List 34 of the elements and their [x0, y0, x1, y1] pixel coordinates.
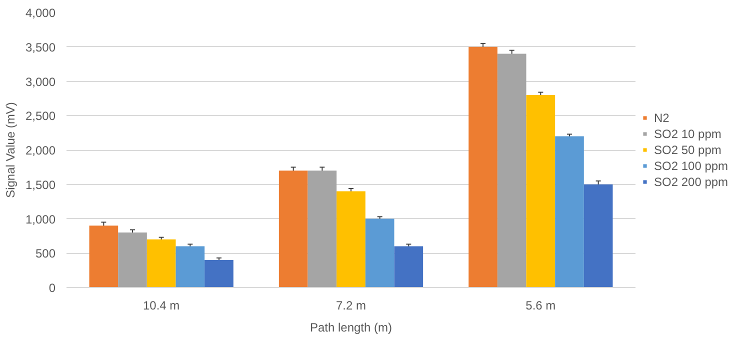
y-tick-label: 4,000	[25, 6, 56, 20]
bar	[176, 246, 205, 288]
bar	[584, 184, 613, 288]
bar	[365, 218, 394, 288]
bar	[394, 246, 424, 288]
legend-label: N2	[654, 110, 670, 124]
legend-label: SO2 50 ppm	[654, 142, 722, 156]
bar	[278, 170, 308, 288]
x-axis-title: Path length (m)	[310, 320, 392, 334]
y-tick-label: 1,500	[25, 178, 56, 192]
bar	[497, 54, 526, 288]
bar	[336, 191, 366, 288]
x-tick-label: 10.4 m	[142, 298, 180, 312]
y-tick-label: 1,000	[25, 212, 56, 226]
bar	[118, 232, 147, 288]
bar	[146, 239, 176, 288]
x-tick-label: 7.2 m	[336, 298, 366, 312]
y-tick-label: 0	[48, 281, 56, 295]
bar	[468, 46, 498, 288]
legend-label: SO2 10 ppm	[654, 126, 722, 140]
y-tick-label: 2,000	[25, 144, 56, 158]
y-tick-label: 3,000	[25, 74, 56, 89]
legend-label: SO2 200 ppm	[654, 174, 728, 188]
y-axis-title: Signal Value (mV)	[3, 102, 18, 198]
bar	[526, 95, 556, 288]
legend-label: SO2 100 ppm	[654, 158, 728, 172]
y-tick-label: 3,500	[25, 40, 56, 54]
bar	[89, 226, 118, 288]
bar	[308, 170, 337, 288]
bar	[204, 260, 234, 288]
y-tick-label: 2,500	[25, 109, 56, 124]
x-tick-label: 5.6 m	[526, 298, 556, 312]
y-tick-label: 500	[35, 246, 56, 261]
bar	[555, 136, 584, 288]
